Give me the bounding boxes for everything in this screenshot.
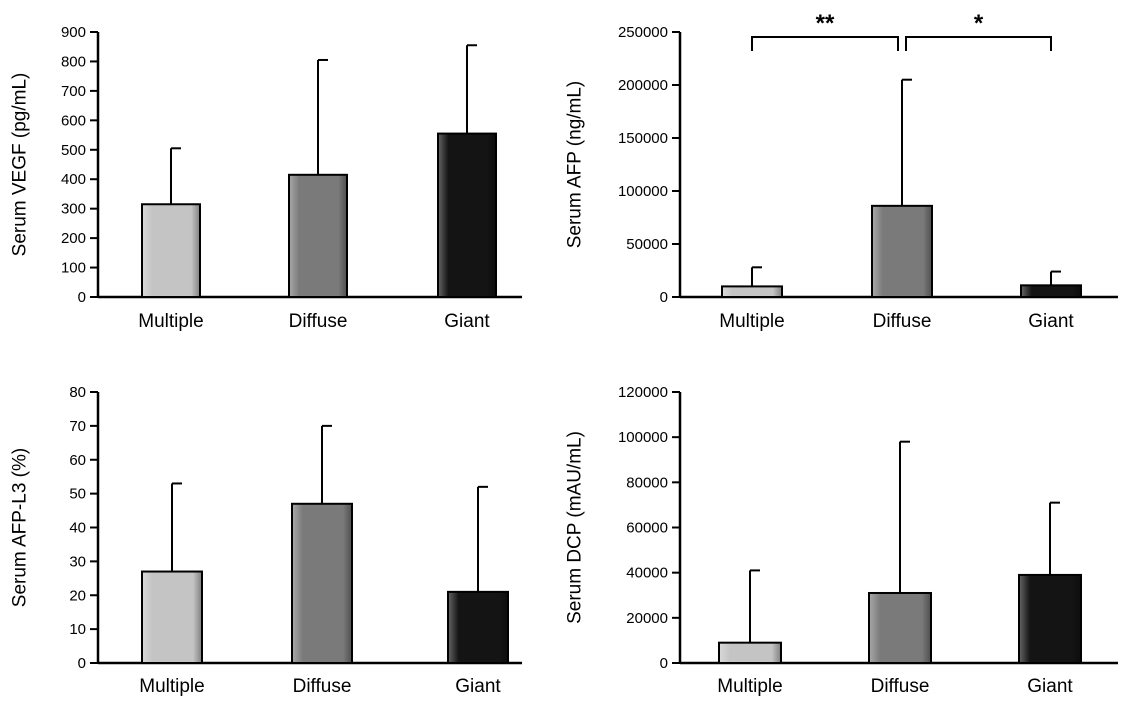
category-label-diffuse: Diffuse (289, 311, 348, 332)
significance-label: ** (816, 10, 835, 37)
y-tick-label: 20 (69, 587, 86, 604)
significance-label: * (974, 10, 984, 37)
category-label-multiple: Multiple (139, 676, 204, 697)
bar-multiple (719, 643, 781, 663)
category-label-giant: Giant (1028, 311, 1074, 332)
y-axis-title: Serum AFP (ng/mL) (565, 81, 586, 249)
y-tick-label: 500 (61, 142, 86, 159)
category-label-giant: Giant (444, 311, 490, 332)
y-tick-label: 0 (78, 655, 86, 672)
bar-multiple (142, 204, 200, 297)
y-tick-label: 80000 (626, 474, 668, 491)
significance-bracket (906, 37, 1051, 51)
significance-bracket (752, 37, 898, 51)
bar-multiple (722, 286, 782, 297)
y-tick-label: 50 (69, 486, 86, 503)
afp-panel: 0 50000 100000 150000 200000 250000 Serum AFP … (565, 10, 1119, 332)
y-tick-label: 250000 (618, 24, 668, 41)
y-tick-label: 100 (61, 260, 86, 277)
y-tick-label: 20000 (626, 610, 668, 627)
y-tick-label: 0 (78, 289, 86, 306)
bar-diffuse (869, 593, 931, 663)
bar-giant (1021, 285, 1081, 297)
bar-diffuse (292, 504, 352, 663)
y-tick-label: 150000 (618, 130, 668, 147)
y-tick-label: 600 (61, 112, 86, 129)
dcp-panel: 0 20000 40000 60000 80000 100000 120000 Serum D… (565, 384, 1119, 697)
y-tick-label: 0 (660, 289, 668, 306)
y-axis-title: Serum DCP (mAU/mL) (565, 431, 586, 624)
category-label-giant: Giant (1027, 676, 1073, 697)
category-label-multiple: Multiple (138, 311, 203, 332)
bar-giant (448, 592, 508, 663)
y-tick-label: 100000 (618, 429, 668, 446)
y-tick-label: 60000 (626, 520, 668, 537)
y-axis-title: Serum AFP-L3 (%) (10, 448, 31, 607)
y-tick-label: 120000 (618, 384, 668, 401)
category-label-multiple: Multiple (717, 676, 782, 697)
y-tick-label: 10 (69, 621, 86, 638)
y-tick-label: 900 (61, 24, 86, 41)
y-tick-label: 300 (61, 201, 86, 218)
category-label-giant: Giant (455, 676, 501, 697)
y-tick-label: 60 (69, 452, 86, 469)
bar-diffuse (289, 175, 347, 297)
category-label-multiple: Multiple (719, 311, 784, 332)
y-tick-label: 100000 (618, 183, 668, 200)
bar-giant (1019, 575, 1081, 663)
vegf-panel: 0 100 200 300 400 500 600 700 800 900 Serum VEGF (… (10, 24, 523, 332)
bar-diffuse (872, 206, 932, 297)
y-tick-label: 800 (61, 53, 86, 70)
category-label-diffuse: Diffuse (871, 676, 930, 697)
bar-giant (438, 134, 496, 297)
y-tick-label: 50000 (626, 236, 668, 253)
y-tick-label: 700 (61, 83, 86, 100)
category-label-diffuse: Diffuse (873, 311, 932, 332)
y-tick-label: 80 (69, 384, 86, 401)
y-axis-title: Serum VEGF (pg/mL) (10, 73, 31, 257)
category-label-diffuse: Diffuse (293, 676, 352, 697)
y-tick-label: 200 (61, 230, 86, 247)
y-tick-label: 0 (660, 655, 668, 672)
bar-multiple (142, 572, 202, 663)
y-tick-label: 200000 (618, 77, 668, 94)
y-tick-label: 70 (69, 418, 86, 435)
afp-l3-panel: 0 10 20 30 40 50 60 70 80 Serum AFP-L3 (%) Multipl… (10, 384, 523, 697)
y-tick-label: 40000 (626, 565, 668, 582)
y-tick-label: 30 (69, 553, 86, 570)
y-tick-label: 40 (69, 520, 86, 537)
y-tick-label: 400 (61, 171, 86, 188)
